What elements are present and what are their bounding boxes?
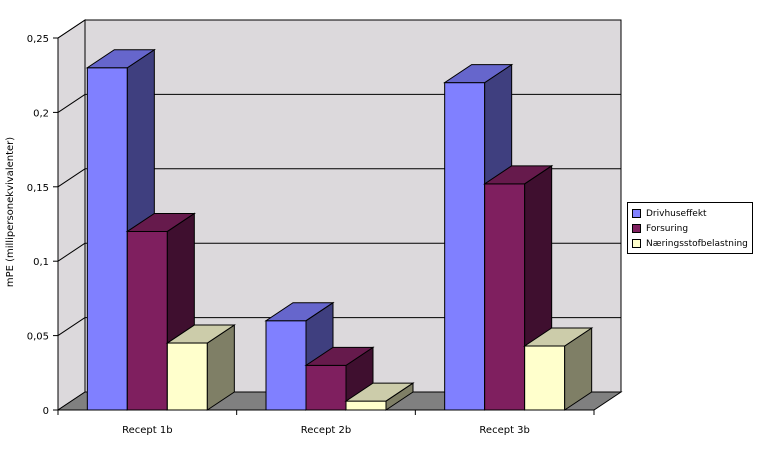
x-tick-label: Recept 1b [122,425,172,436]
bar-næringsstofbelastning-2 [344,382,415,411]
bar-front [444,82,486,411]
gridline-side [57,168,86,188]
legend-label: Forsuring [646,223,689,234]
bar-top [483,165,554,185]
y-tick-label: 0,1 [33,257,49,268]
y-tick-label: 0,2 [33,108,49,119]
bar-front [86,67,128,411]
y-axis-title: mPE (millipersonekvivalenter) [5,137,16,287]
bar-front [345,400,387,411]
gridline-side [57,317,86,337]
side-wall [57,19,86,411]
bar-top [304,346,375,366]
bar-næringsstofbelastning-1 [165,324,236,411]
chart-legend: Drivhuseffekt Forsuring Næringsstofbelastn… [627,202,753,254]
bar-top [125,212,196,232]
x-tick-label: Recept 2b [301,425,351,436]
legend-swatch [632,209,641,218]
x-tick-label: Recept 3b [479,425,529,436]
bar-top [443,64,514,84]
bar-front [484,183,526,411]
bar-top [344,382,415,402]
bar-front [524,345,566,411]
legend-swatch [632,239,641,248]
bar-front [166,342,208,411]
legend-label: Næringsstofbelastning [646,238,748,249]
y-tick-label: 0 [43,406,49,417]
bar-front [265,320,307,411]
bar-top [165,324,236,344]
bar-top [264,302,335,322]
bar-top [523,327,594,347]
bar-top [85,49,156,69]
legend-label: Drivhuseffekt [646,208,707,219]
legend-item: Næringsstofbelastning [632,236,748,251]
legend-item: Drivhuseffekt [632,206,748,221]
bar-front [305,364,347,411]
legend-swatch [632,224,641,233]
y-tick-label: 0,15 [27,183,49,194]
y-tick-label: 0,25 [27,34,49,45]
legend-item: Forsuring [632,221,748,236]
gridline-side [57,19,86,39]
bar-front [126,230,168,411]
gridline-side [57,93,86,113]
bar-næringsstofbelastning-3 [523,327,594,411]
y-tick-label: 0,05 [27,332,49,343]
gridline-side [57,242,86,262]
